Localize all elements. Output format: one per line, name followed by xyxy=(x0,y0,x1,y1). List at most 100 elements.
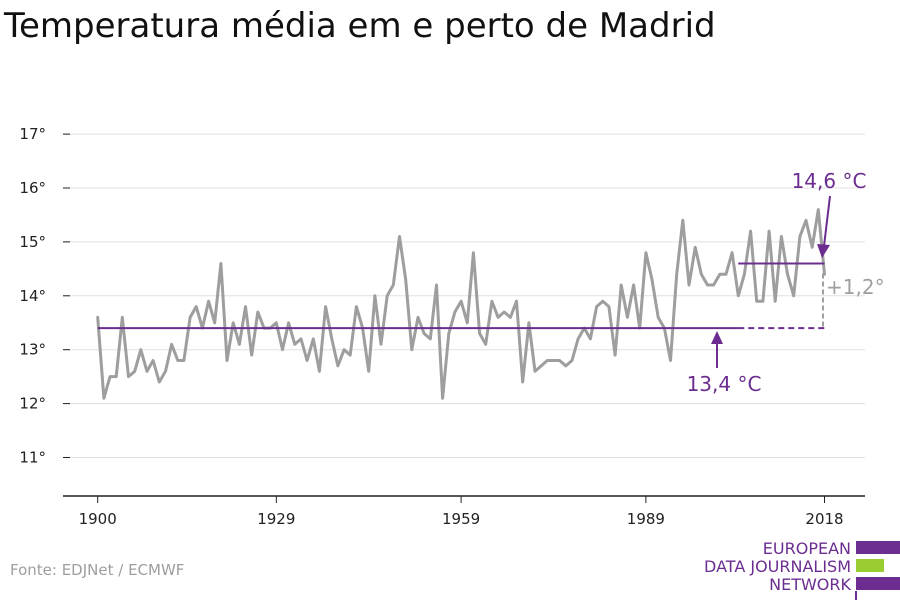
data-point xyxy=(158,381,161,383)
data-point xyxy=(257,311,259,313)
x-tick-label: 1900 xyxy=(79,510,117,528)
data-point xyxy=(398,235,401,238)
data-point xyxy=(300,338,302,340)
edjnet-logo: EUROPEAN DATA JOURNALISM NETWORK xyxy=(704,539,900,600)
data-point xyxy=(337,365,339,367)
data-point xyxy=(595,305,598,308)
data-point xyxy=(799,235,801,238)
logo-bar-purple-bottom xyxy=(856,577,900,590)
data-point xyxy=(805,219,807,222)
data-point xyxy=(823,273,826,276)
data-point xyxy=(472,251,475,254)
logo-line-1: EUROPEAN xyxy=(763,539,851,558)
data-point xyxy=(195,305,198,308)
delta-label: +1,2° xyxy=(826,275,885,299)
data-point xyxy=(164,370,167,373)
data-point xyxy=(515,300,518,302)
data-point xyxy=(411,348,413,351)
data-point xyxy=(632,284,635,286)
x-tick-label: 1929 xyxy=(257,510,295,528)
temperature-series-line xyxy=(96,208,826,400)
data-point xyxy=(792,295,795,297)
data-point xyxy=(293,343,296,346)
grid-lines xyxy=(63,133,865,458)
data-point xyxy=(608,305,610,308)
data-point xyxy=(645,251,647,254)
data-point xyxy=(140,348,142,351)
data-point xyxy=(96,316,99,319)
data-point xyxy=(546,359,549,362)
data-point xyxy=(250,354,253,356)
y-tick-label: 12° xyxy=(19,395,46,413)
data-point xyxy=(330,338,333,340)
logo-line-2: DATA JOURNALISM xyxy=(704,557,851,576)
data-point xyxy=(682,219,684,222)
data-point xyxy=(509,316,512,319)
y-tick-label: 15° xyxy=(19,233,46,251)
data-point xyxy=(657,316,659,319)
data-point xyxy=(731,251,733,254)
data-point xyxy=(528,321,530,324)
source-note: Fonte: EDJNet / ECMWF xyxy=(10,561,185,579)
data-point xyxy=(429,338,432,340)
data-point xyxy=(355,305,358,308)
data-point xyxy=(811,246,813,249)
data-point xyxy=(176,359,179,362)
data-point xyxy=(565,365,567,367)
chart-title: Temperatura média em e perto de Madrid xyxy=(4,6,716,46)
data-point xyxy=(189,316,191,319)
data-point xyxy=(367,370,370,373)
data-point xyxy=(534,370,536,373)
data-point xyxy=(454,311,456,313)
baseline-arrow-head xyxy=(711,331,723,344)
data-point xyxy=(392,284,395,286)
data-point xyxy=(491,300,493,302)
y-tick-label: 17° xyxy=(19,125,46,143)
data-point xyxy=(601,300,604,302)
data-point xyxy=(103,397,105,400)
data-point xyxy=(749,230,752,232)
data-point xyxy=(725,273,727,276)
data-point xyxy=(762,300,764,302)
data-point xyxy=(571,359,573,362)
data-point xyxy=(620,284,623,286)
x-tick-label: 1959 xyxy=(442,510,480,528)
data-point xyxy=(213,321,216,324)
data-point xyxy=(700,273,703,276)
data-point xyxy=(318,370,321,373)
data-point xyxy=(232,321,235,324)
data-point xyxy=(306,359,308,362)
data-point xyxy=(589,338,592,340)
logo-bar-green xyxy=(856,559,884,572)
data-point xyxy=(146,370,148,373)
data-point xyxy=(497,316,499,319)
recent-average-label: 14,6 °C xyxy=(792,169,867,193)
logo-bar-purple xyxy=(856,541,900,554)
data-point xyxy=(817,208,820,211)
data-point xyxy=(706,284,709,286)
data-point xyxy=(558,359,561,362)
data-point xyxy=(712,284,715,286)
data-point xyxy=(170,343,173,346)
data-point xyxy=(121,316,124,319)
recent-arrow-line xyxy=(823,195,831,247)
data-point xyxy=(435,284,438,286)
data-point xyxy=(404,278,407,281)
data-point xyxy=(540,365,542,367)
data-point xyxy=(484,343,487,346)
data-point xyxy=(768,230,770,232)
x-tick-label: 1989 xyxy=(627,510,665,528)
data-point xyxy=(207,300,210,302)
data-point xyxy=(374,295,376,297)
data-point xyxy=(220,262,222,265)
data-point xyxy=(324,305,327,308)
data-point xyxy=(133,370,136,373)
data-point xyxy=(287,321,290,324)
data-point xyxy=(651,278,653,281)
data-point xyxy=(718,273,721,276)
x-tick-label: 2018 xyxy=(805,510,843,528)
data-point xyxy=(552,359,555,362)
data-point xyxy=(577,338,579,340)
